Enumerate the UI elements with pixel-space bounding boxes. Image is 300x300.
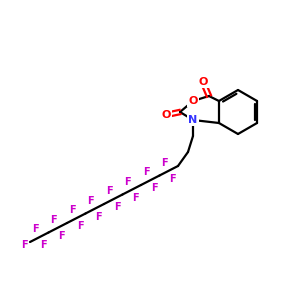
Text: F: F (87, 196, 94, 206)
Text: F: F (69, 205, 76, 215)
Text: F: F (40, 240, 47, 250)
Text: F: F (133, 193, 139, 203)
Text: F: F (106, 186, 112, 196)
Text: O: O (161, 110, 171, 120)
Text: F: F (161, 158, 168, 168)
Text: O: O (198, 77, 208, 87)
Text: F: F (124, 177, 131, 187)
Text: F: F (95, 212, 102, 222)
Text: O: O (188, 96, 198, 106)
Text: F: F (151, 183, 158, 193)
Text: F: F (77, 221, 84, 231)
Text: F: F (169, 174, 176, 184)
Text: F: F (32, 224, 38, 234)
Text: F: F (143, 167, 149, 177)
Text: F: F (114, 202, 121, 212)
Text: N: N (188, 115, 198, 125)
Text: F: F (50, 215, 57, 225)
Text: F: F (58, 231, 65, 241)
Text: F: F (21, 240, 28, 250)
